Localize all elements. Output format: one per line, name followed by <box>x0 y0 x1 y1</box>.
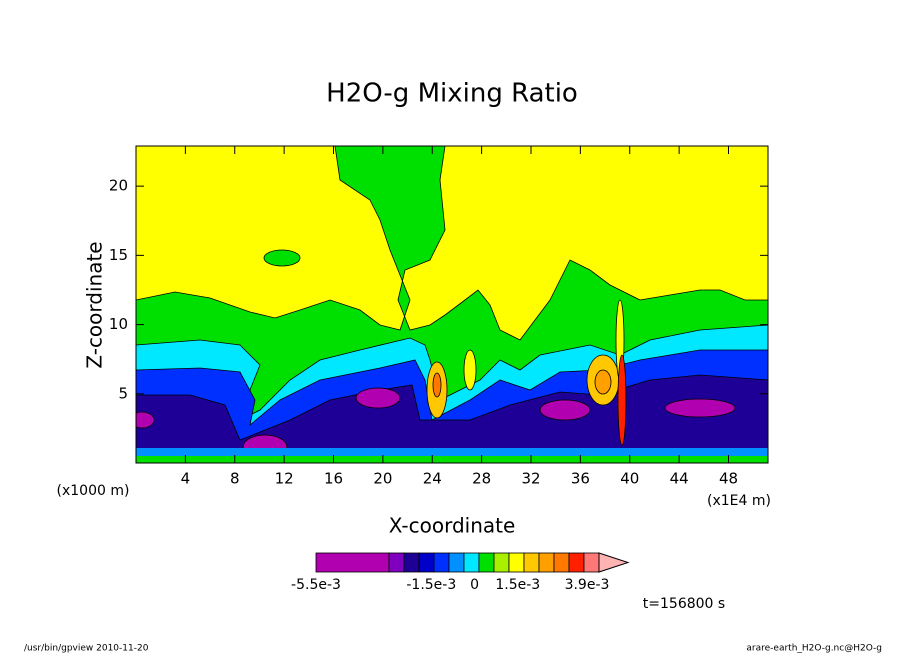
colorbar-segment <box>388 552 405 573</box>
y-tick-label: 20 <box>109 177 128 195</box>
footer-right: arare-earth_H2O-g.nc@H2O-g <box>746 644 882 654</box>
x-unit: (x1E4 m) <box>707 493 771 509</box>
x-tick-label: 4 <box>181 470 191 488</box>
plot-frame <box>135 145 769 464</box>
x-tick-label: 32 <box>521 470 540 488</box>
colorbar-segment <box>538 552 555 573</box>
x-tick-label: 16 <box>324 470 343 488</box>
colorbar-tick-label: 3.9e-3 <box>565 577 610 593</box>
colorbar-segment <box>583 552 600 573</box>
colorbar-segment <box>448 552 465 573</box>
y-unit: (x1000 m) <box>57 483 130 499</box>
y-tick-label: 15 <box>109 246 128 264</box>
colorbar-segment <box>433 552 450 573</box>
colorbar-segment <box>315 552 390 573</box>
x-tick-label: 24 <box>423 470 442 488</box>
colorbar-tick-label: -5.5e-3 <box>291 577 341 593</box>
y-tick-label: 5 <box>118 384 128 402</box>
contour-field <box>136 146 768 463</box>
colorbar-segment <box>553 552 570 573</box>
x-tick-label: 40 <box>620 470 639 488</box>
y-axis-label: Z-coordinate <box>83 241 107 368</box>
x-tick-label: 28 <box>472 470 491 488</box>
colorbar-segment <box>493 552 510 573</box>
x-tick-label: 44 <box>670 470 689 488</box>
footer-left: /usr/bin/gpview 2010-11-20 <box>24 644 149 654</box>
colorbar-tick-label: 1.5e-3 <box>495 577 540 593</box>
annotation: t=156800 s <box>643 596 725 612</box>
colorbar-segment <box>463 552 480 573</box>
chart-title: H2O-g Mixing Ratio <box>326 79 578 109</box>
colorbar-segment <box>478 552 495 573</box>
colorbar-segment <box>568 552 585 573</box>
x-tick-label: 12 <box>275 470 294 488</box>
colorbar-segment <box>523 552 540 573</box>
colorbar-segment <box>508 552 525 573</box>
x-tick-label: 48 <box>719 470 738 488</box>
colorbar-extend <box>598 552 630 573</box>
y-tick-label: 10 <box>109 315 128 333</box>
x-tick-label: 36 <box>571 470 590 488</box>
x-tick-label: 20 <box>373 470 392 488</box>
colorbar-tick-label: -1.5e-3 <box>406 577 456 593</box>
colorbar-tick-label: 0 <box>470 577 479 593</box>
colorbar-segment <box>403 552 420 573</box>
colorbar-segment <box>418 552 435 573</box>
x-tick-label: 8 <box>230 470 240 488</box>
x-axis-label: X-coordinate <box>389 514 516 538</box>
